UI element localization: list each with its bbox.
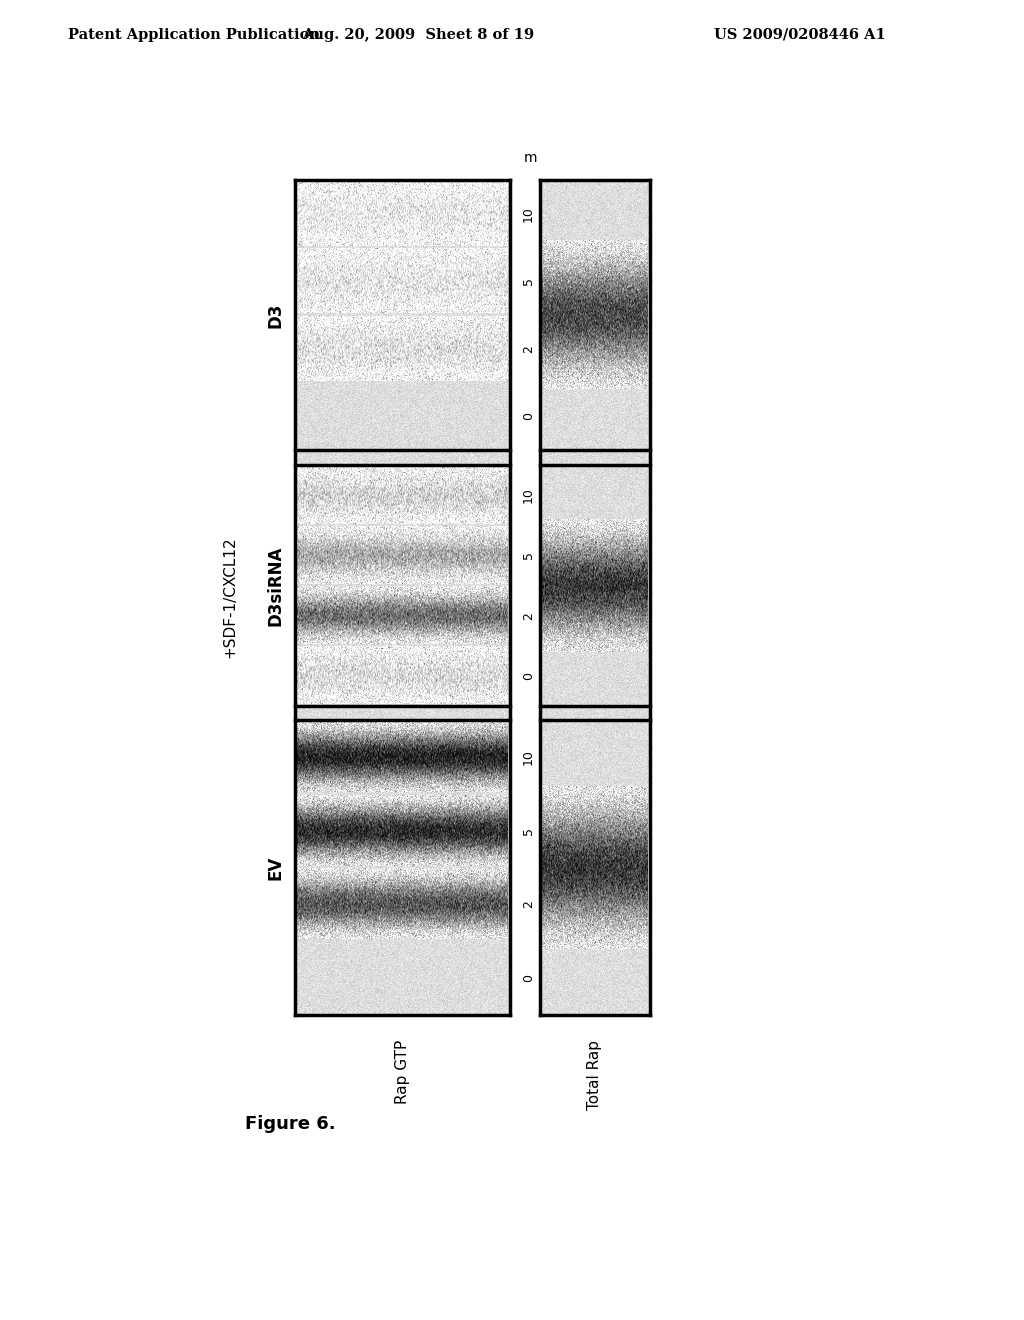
Text: EV: EV (266, 855, 284, 879)
Text: 10: 10 (522, 487, 535, 503)
Text: 10: 10 (522, 748, 535, 764)
Text: Rap GTP: Rap GTP (395, 1040, 410, 1105)
Text: 0: 0 (522, 412, 535, 420)
Text: 0: 0 (522, 974, 535, 982)
Text: 5: 5 (522, 277, 535, 285)
Text: 2: 2 (522, 345, 535, 352)
Text: Aug. 20, 2009  Sheet 8 of 19: Aug. 20, 2009 Sheet 8 of 19 (302, 28, 535, 42)
Text: 5: 5 (522, 826, 535, 834)
Text: Patent Application Publication: Patent Application Publication (68, 28, 319, 42)
Text: 2: 2 (522, 611, 535, 619)
Text: Figure 6.: Figure 6. (245, 1115, 336, 1133)
Text: 5: 5 (522, 552, 535, 560)
Text: m: m (524, 150, 538, 165)
Bar (295, 180, 510, 1015)
Text: 0: 0 (522, 672, 535, 680)
Text: Total Rap: Total Rap (588, 1040, 602, 1110)
Text: 10: 10 (522, 206, 535, 222)
Text: +SDF-1/CXCL12: +SDF-1/CXCL12 (222, 537, 238, 659)
Text: D3: D3 (266, 302, 284, 327)
Text: D3siRNA: D3siRNA (266, 545, 284, 626)
Text: 2: 2 (522, 900, 535, 908)
Text: US 2009/0208446 A1: US 2009/0208446 A1 (714, 28, 886, 42)
Bar (540, 180, 650, 1015)
